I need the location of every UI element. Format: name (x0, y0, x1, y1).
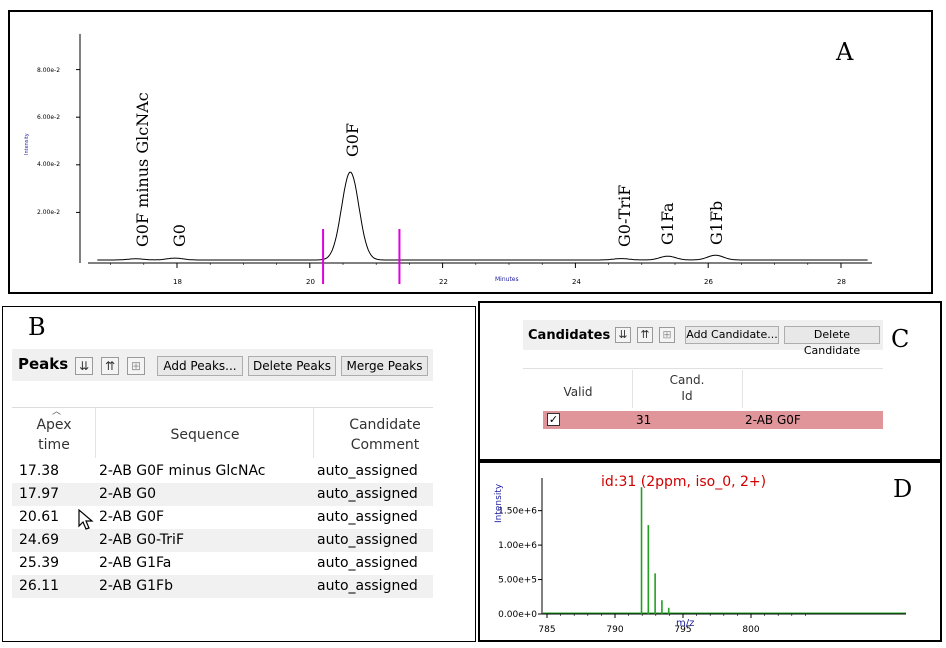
comment-cell: auto_assigned (317, 509, 418, 525)
comment-cell: auto_assigned (317, 555, 418, 571)
panel-c-letter: C (891, 325, 910, 353)
comment-cell: auto_assigned (317, 532, 418, 548)
sequence-cell: 2-AB G0-TriF (99, 532, 184, 548)
valid-checkbox[interactable]: ✓ (547, 413, 560, 426)
column-header-apex-line1: Apex (36, 417, 72, 433)
apex-time-cell: 26.11 (19, 578, 60, 594)
sequence-cell: 2-AB G0F (99, 509, 165, 525)
spectrum-y-axis-title: Intensity (494, 483, 504, 523)
chromatogram-x-tick: 20 (306, 278, 315, 286)
spectrum-x-tick-label: 800 (742, 625, 759, 635)
column-divider (742, 370, 743, 408)
apex-time-cell: 20.61 (19, 509, 60, 525)
column-header-apex-time[interactable]: Apex time (24, 415, 84, 455)
table-row[interactable]: 17.97 2-AB G0 auto_assigned (12, 483, 433, 506)
column-header-candidate-comment[interactable]: Candidate Comment (330, 415, 440, 455)
sequence-cell: 2-AB G0 (99, 486, 157, 502)
spectrum-x-tick-label: 795 (674, 625, 691, 635)
table-row[interactable]: 25.39 2-AB G1Fa auto_assigned (12, 552, 433, 575)
spectrum-y-tick-label: 5.00e+5 (498, 576, 537, 586)
sort-ascending-icon[interactable]: ⇈ (637, 327, 653, 343)
candidate-row-selected[interactable] (543, 411, 883, 429)
column-header-comment-line1: Candidate (349, 417, 421, 433)
spectrum-annotation: id:31 (2ppm, iso_0, 2+) (601, 474, 767, 490)
table-row[interactable]: 17.38 2-AB G0F minus GlcNAc auto_assigne… (12, 460, 433, 483)
peaks-title: Peaks (18, 355, 69, 373)
table-row[interactable]: 20.61 2-AB G0F auto_assigned (12, 506, 433, 529)
panel-a-frame (8, 10, 933, 294)
chromatogram-trace (97, 171, 868, 261)
chromatogram-x-tick: 18 (173, 278, 182, 286)
chromatogram-y-tick: 6.00e-2 (37, 114, 61, 121)
delete-candidate-button[interactable]: Delete Candidate (784, 326, 880, 357)
column-header-sequence[interactable]: Sequence (170, 427, 240, 443)
candidate-name-cell: 2-AB G0F (745, 413, 801, 427)
delete-peaks-button[interactable]: Delete Peaks (248, 356, 336, 376)
merge-peaks-button[interactable]: Merge Peaks (341, 356, 428, 376)
apex-time-cell: 17.97 (19, 486, 60, 502)
spectrum-x-tick-label: 790 (606, 625, 623, 635)
column-header-apex-line2: time (38, 437, 70, 453)
panel-a-letter: A (836, 38, 854, 66)
table-row[interactable]: 24.69 2-AB G0-TriF auto_assigned (12, 529, 433, 552)
chromatogram-y-tick: 2.00e-2 (37, 209, 61, 216)
comment-cell: auto_assigned (317, 463, 418, 479)
chromatogram-x-axis-title: Minutes (495, 276, 519, 283)
chromatogram-y-tick: 8.00e-2 (37, 67, 61, 74)
spectrum-y-tick-label: 0.00e+0 (498, 610, 537, 620)
spectrum-y-tick-label: 1.00e+6 (498, 541, 537, 551)
spectrum-x-axis-title: m/z (676, 618, 695, 629)
table-row[interactable]: 26.11 2-AB G1Fb auto_assigned (12, 575, 433, 598)
apex-time-cell: 25.39 (19, 555, 60, 571)
spectrum-y-tick-label: 1.50e+6 (498, 507, 537, 517)
sequence-cell: 2-AB G1Fb (99, 578, 173, 594)
panel-d-frame (478, 461, 942, 642)
sort-ascending-icon[interactable]: ⇈ (101, 357, 119, 375)
panel-c-frame (478, 301, 942, 461)
column-header-cand-line1: Cand. (669, 373, 705, 387)
chromatogram-x-tick: 28 (837, 278, 846, 286)
column-header-cand-line2: Id (681, 389, 693, 403)
apex-time-cell: 17.38 (19, 463, 60, 479)
comment-cell: auto_assigned (317, 486, 418, 502)
peaks-table-header (12, 407, 433, 460)
sort-descending-icon[interactable]: ⇊ (75, 357, 93, 375)
column-header-comment-line2: Comment (350, 437, 420, 453)
grid-options-icon[interactable]: ⊞ (127, 357, 145, 375)
sort-arrow-icon: ︿ (52, 407, 62, 417)
add-peaks-button[interactable]: Add Peaks... (157, 356, 243, 376)
sequence-cell: 2-AB G1Fa (99, 555, 172, 571)
comment-cell: auto_assigned (317, 578, 418, 594)
chromatogram-x-tick: 22 (439, 278, 448, 286)
chromatogram-chart (76, 33, 872, 284)
sequence-cell: 2-AB G0F minus GlcNAc (99, 463, 266, 479)
column-header-valid[interactable]: Valid (563, 385, 593, 399)
column-header-cand-id[interactable]: Cand. Id (657, 372, 717, 404)
column-divider (632, 370, 633, 408)
apex-time-cell: 24.69 (19, 532, 60, 548)
candidates-table-header (523, 368, 883, 411)
candidates-title: Candidates (528, 328, 611, 343)
column-divider (95, 408, 96, 458)
panel-b-frame (2, 306, 476, 642)
grid-options-icon[interactable]: ⊞ (659, 327, 675, 343)
chromatogram-x-tick: 26 (704, 278, 713, 286)
panel-b-letter: B (28, 313, 46, 341)
chromatogram-x-tick: 24 (572, 278, 581, 286)
column-divider (313, 408, 314, 458)
sort-descending-icon[interactable]: ⇊ (615, 327, 631, 343)
chromatogram-y-tick: 4.00e-2 (37, 161, 61, 168)
cand-id-cell: 31 (636, 413, 652, 427)
mouse-cursor-icon (78, 509, 94, 530)
panel-d-letter: D (893, 475, 913, 503)
add-candidate-button[interactable]: Add Candidate... (685, 326, 779, 344)
spectrum-x-tick-label: 785 (538, 625, 555, 635)
